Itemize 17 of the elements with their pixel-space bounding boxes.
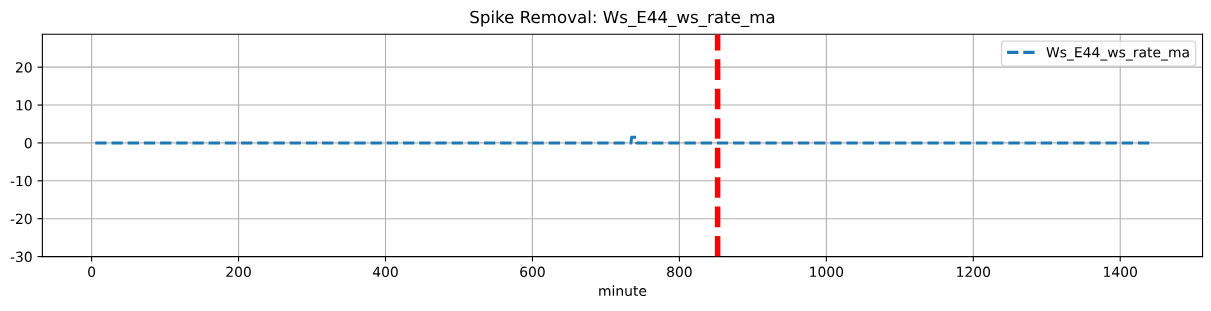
y-tick-label: 20: [16, 62, 32, 73]
x-tick-label: 200: [226, 266, 251, 278]
y-tick-label: 0: [24, 137, 32, 149]
y-tick-label: -10: [10, 175, 32, 187]
y-tick-label: 10: [16, 100, 32, 111]
y-tick-label: -20: [10, 213, 32, 225]
x-tick-label: 1000: [810, 266, 844, 278]
x-axis-title: minute: [599, 285, 647, 297]
x-tick-label: 1400: [1104, 266, 1137, 278]
y-tick-label: -30: [10, 251, 32, 263]
x-tick-label: 600: [520, 266, 545, 278]
chart-title: Spike Removal: Ws_E44_ws_rate_ma: [470, 10, 775, 28]
x-tick-label: 800: [667, 266, 692, 278]
legend-label: Ws_E44_ws_rate_ma: [1046, 47, 1189, 61]
x-tick-label: 1200: [957, 266, 991, 278]
x-tick-label: 400: [372, 266, 398, 278]
x-tick-label: 0: [88, 266, 96, 278]
